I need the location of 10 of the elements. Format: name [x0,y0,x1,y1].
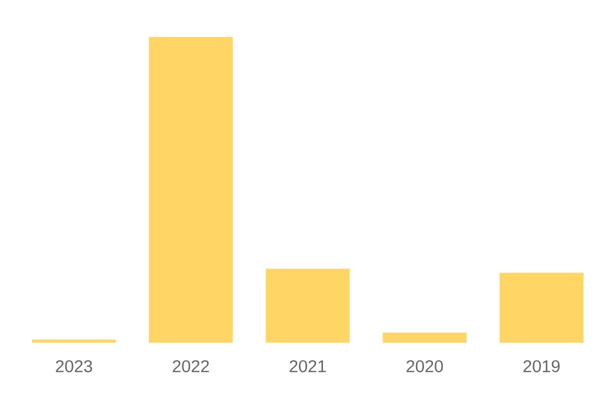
bar [382,332,467,343]
bar [32,340,116,343]
x-tick-label: 2019 [524,360,560,372]
x-tick-label: 2023 [56,360,92,372]
x-tick-label: 2022 [172,360,209,372]
x-tick-label: 2021 [290,360,326,372]
x-tick-label: 2020 [406,360,443,372]
bar [266,268,350,343]
bar [500,272,584,343]
bar [148,37,233,343]
